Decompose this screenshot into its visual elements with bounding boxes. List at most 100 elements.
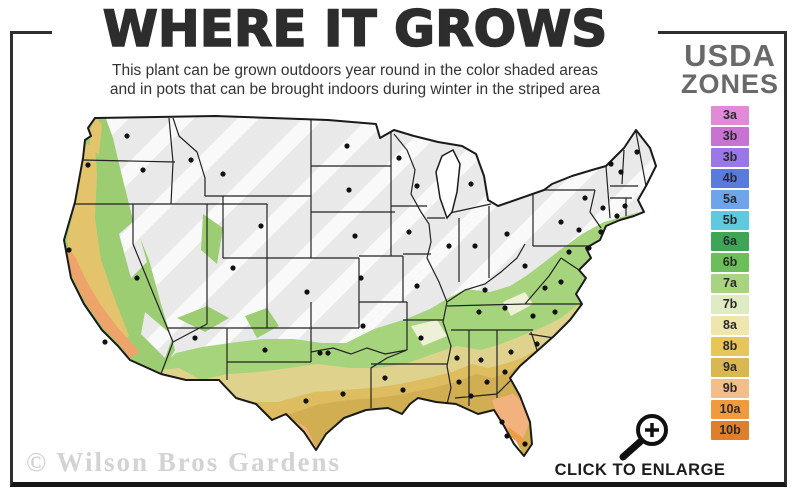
- city-dot: [456, 379, 462, 385]
- zone-chip-7a: 7a: [711, 274, 749, 293]
- zone-puget-gold: [89, 118, 102, 154]
- city-dot: [582, 195, 588, 201]
- city-dot: [396, 155, 402, 161]
- page-title: WHERE IT GROWS: [102, 0, 608, 59]
- city-dot: [346, 187, 352, 193]
- city-dot: [542, 285, 548, 291]
- city-dot: [340, 391, 346, 397]
- city-dot: [344, 143, 350, 149]
- zone-chip-5b: 5b: [711, 211, 749, 230]
- city-dot: [522, 263, 528, 269]
- city-dot: [586, 245, 592, 251]
- zone-chip-6a: 6a: [711, 232, 749, 251]
- city-dot: [192, 335, 198, 341]
- title-block: WHERE IT GROWS: [52, 0, 658, 59]
- city-dot: [468, 181, 474, 187]
- zone-florida-peach: [492, 394, 529, 441]
- city-dot: [576, 227, 582, 233]
- city-dot: [504, 433, 510, 439]
- zone-chip-6b: 6b: [711, 253, 749, 272]
- city-dot: [258, 223, 264, 229]
- city-dot: [400, 387, 406, 393]
- city-dot: [358, 275, 364, 281]
- subtitle-line-1: This plant can be grown outdoors year ro…: [112, 62, 598, 79]
- zone-california-coast-orange: [65, 244, 140, 358]
- city-dot: [317, 350, 323, 356]
- legend-title-usda: USDA: [684, 38, 776, 73]
- usa-zone-map[interactable]: [55, 104, 660, 472]
- lake-michigan: [435, 148, 461, 220]
- city-dot: [484, 379, 490, 385]
- city-dot: [482, 287, 488, 293]
- legend-title-zones: ZONES: [680, 69, 779, 99]
- zone-chip-9a: 9a: [711, 358, 749, 377]
- city-dot: [499, 419, 505, 425]
- city-dot: [304, 289, 310, 295]
- city-dot: [618, 169, 624, 175]
- city-dot: [558, 219, 564, 225]
- watermark: © Wilson Bros Gardens: [26, 447, 341, 477]
- zone-chip-3b: 3b: [711, 148, 749, 167]
- city-dot: [558, 279, 564, 285]
- city-dot: [522, 441, 528, 447]
- zone-arizona-green-patch: [177, 306, 229, 332]
- city-dot: [85, 162, 91, 168]
- sierra-striped-hole: [119, 220, 147, 278]
- zone-chip-10a: 10a: [711, 400, 749, 419]
- socal-desert-striped-hole: [141, 312, 173, 358]
- zone-chip-4b: 4b: [711, 169, 749, 188]
- city-dot: [502, 369, 508, 375]
- city-dot: [622, 203, 628, 209]
- city-dot: [414, 283, 420, 289]
- zone-chip-7b: 7b: [711, 295, 749, 314]
- city-dot: [140, 167, 146, 173]
- city-dot: [468, 393, 474, 399]
- city-dot: [600, 205, 606, 211]
- city-dot: [262, 347, 268, 353]
- city-dot: [608, 161, 614, 167]
- city-dot: [220, 171, 226, 177]
- city-dot: [66, 247, 72, 253]
- click-to-enlarge-label[interactable]: CLICK TO ENLARGE: [554, 461, 726, 479]
- city-dot: [598, 229, 604, 235]
- zone-chip-3a: 3a: [711, 106, 749, 125]
- city-dot: [552, 309, 558, 315]
- city-dot: [124, 133, 130, 139]
- city-dot: [454, 355, 460, 361]
- usda-zones-legend: USDA ZONES 3a 3b 3b 4b 5a 5b 6a 6b 7a 7b 8a 8b 9a 9b 1…: [668, 40, 792, 442]
- city-dot: [102, 339, 108, 345]
- subtitle-line-2: and in pots that can be brought indoors …: [109, 81, 601, 98]
- city-dot: [352, 233, 358, 239]
- city-dot: [230, 265, 236, 271]
- city-dot: [188, 157, 194, 163]
- magnifier-icon[interactable]: [610, 411, 674, 468]
- city-dot: [634, 149, 640, 155]
- city-dot: [325, 350, 331, 356]
- zone-chip-3b: 3b: [711, 127, 749, 146]
- city-dot: [504, 231, 510, 237]
- city-dot: [476, 309, 482, 315]
- city-dot: [446, 243, 452, 249]
- city-dot: [566, 249, 572, 255]
- city-dot: [303, 398, 309, 404]
- state-borders: [75, 117, 647, 408]
- city-dot: [508, 349, 514, 355]
- city-dot: [614, 213, 620, 219]
- zone-chip-8b: 8b: [711, 337, 749, 356]
- zone-chip-10b: 10b: [711, 421, 749, 440]
- zone-chip-5a: 5a: [711, 190, 749, 209]
- zone-chip-8a: 8a: [711, 316, 749, 335]
- city-dot: [472, 243, 478, 249]
- city-dot: [382, 375, 388, 381]
- city-dot: [134, 275, 140, 281]
- zone-chip-9b: 9b: [711, 379, 749, 398]
- city-dot: [534, 341, 540, 347]
- zone-newmexico-green-patch: [245, 308, 279, 338]
- city-dot: [360, 323, 366, 329]
- city-dot: [406, 229, 412, 235]
- city-dot: [418, 335, 424, 341]
- city-dot: [478, 357, 484, 363]
- usa-map-svg[interactable]: [55, 104, 660, 472]
- city-dot: [530, 313, 536, 319]
